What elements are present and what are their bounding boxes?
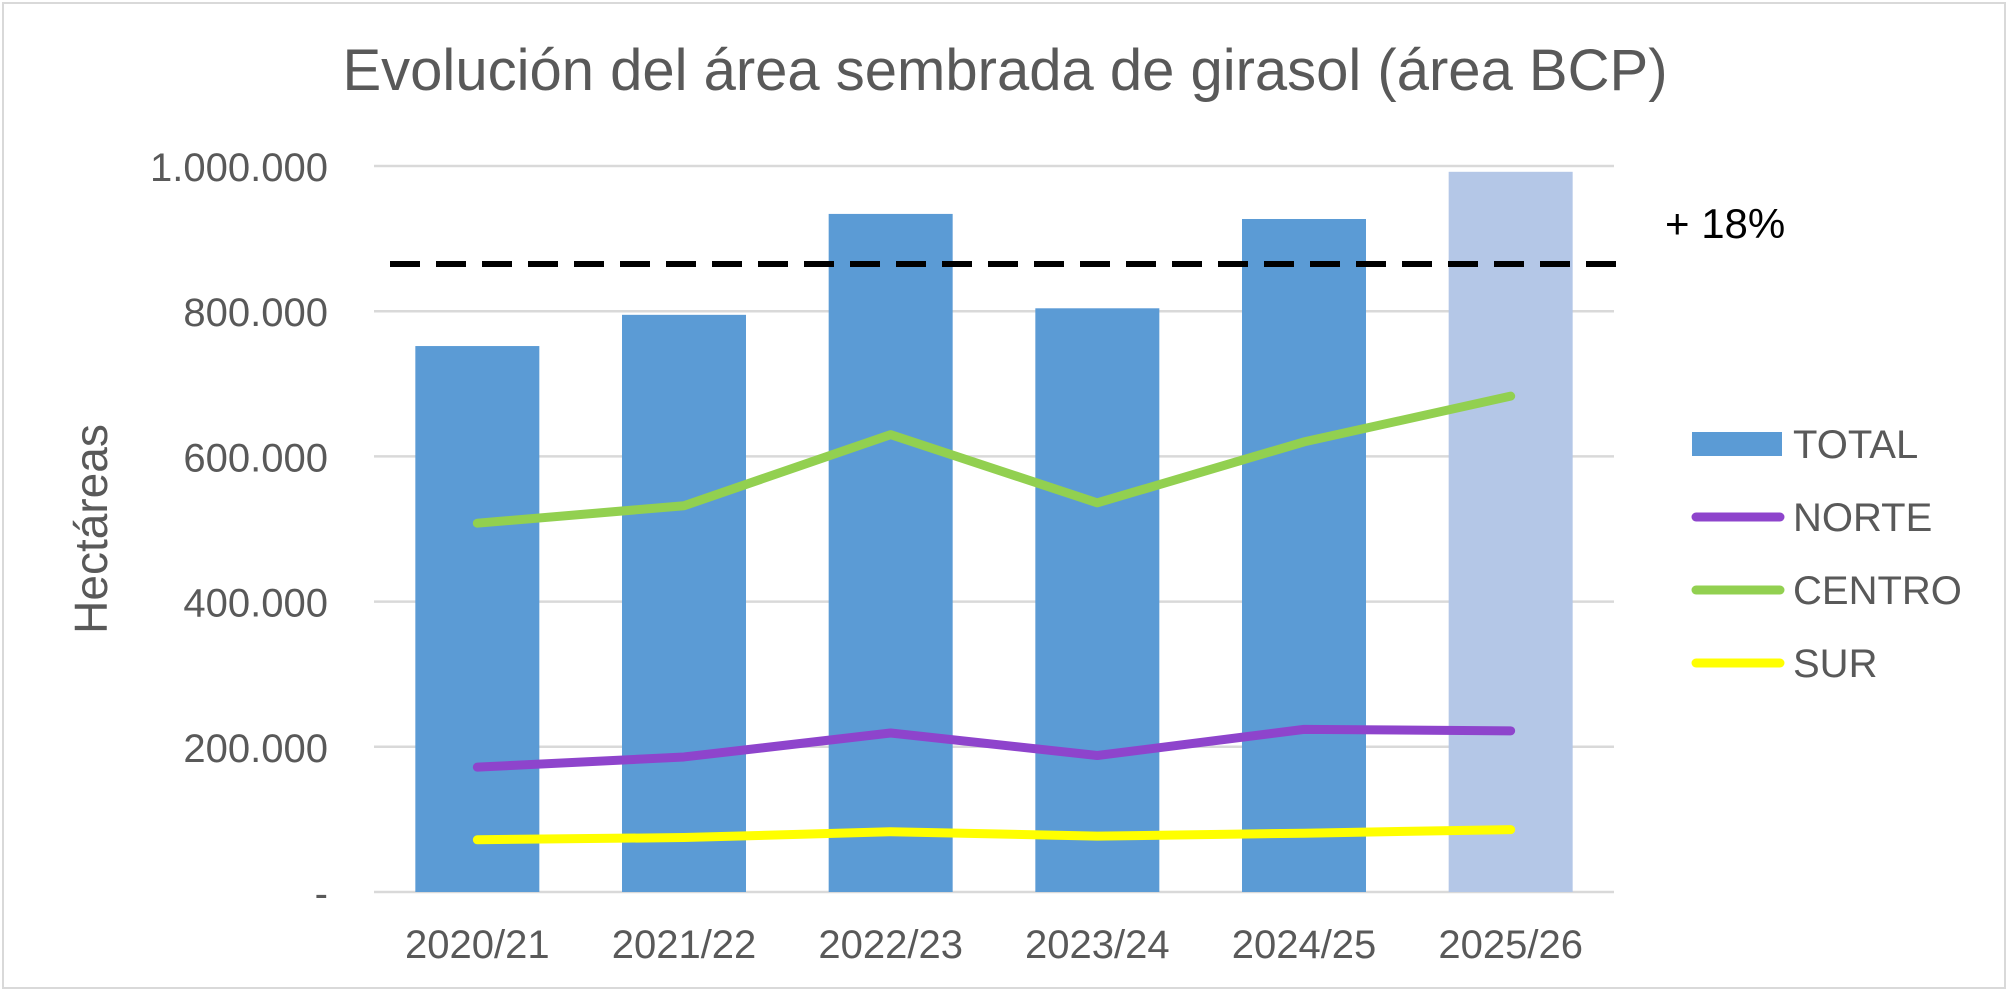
bar-total-2025-26	[1448, 171, 1573, 893]
y-tick-label: 800.000	[183, 291, 328, 335]
bars-total	[415, 171, 1573, 893]
x-tick-label: 2020/21	[405, 923, 550, 967]
legend-label-total: TOTAL	[1793, 423, 1918, 467]
line-sur	[472, 825, 1516, 845]
legend-label-sur: SUR	[1793, 642, 1877, 686]
x-tick-labels: 2020/21 2021/22 2022/23 2023/24 2024/25 2025/…	[405, 923, 1583, 967]
y-tick-labels: - 200.000 400.000 600.000 800.000 1.000.000	[150, 146, 328, 916]
sunflower-area-chart: Evolución del área sembrada de girasol (…	[65, 38, 1962, 967]
legend-label-centro: CENTRO	[1793, 569, 1962, 613]
chart-title: Evolución del área sembrada de girasol (…	[342, 38, 1667, 103]
y-tick-label: -	[315, 872, 328, 916]
bar-total-2023-24	[1035, 308, 1160, 892]
legend-swatch-total	[1692, 432, 1782, 456]
line-centro	[472, 391, 1516, 528]
x-tick-label: 2021/22	[612, 923, 757, 967]
annotation-percent: + 18%	[1665, 200, 1785, 247]
bar-total-2022-23	[828, 213, 953, 892]
x-tick-label: 2022/23	[818, 923, 963, 967]
legend: TOTAL NORTE CENTRO SUR	[1691, 423, 1962, 686]
legend-label-norte: NORTE	[1793, 496, 1932, 540]
bar-total-2020-21	[415, 346, 540, 893]
gridlines	[374, 164, 1614, 894]
bar-total-2021-22	[622, 314, 746, 893]
y-tick-label: 400.000	[183, 582, 328, 626]
y-tick-label: 200.000	[183, 727, 328, 771]
x-tick-label: 2025/26	[1438, 923, 1583, 967]
bar-total-2024-25	[1242, 218, 1366, 893]
line-norte	[472, 724, 1516, 772]
x-tick-label: 2024/25	[1232, 923, 1377, 967]
x-tick-label: 2023/24	[1025, 923, 1170, 967]
series-lines	[472, 391, 1516, 845]
y-axis-label: Hectáreas	[65, 424, 117, 634]
y-tick-label: 600.000	[183, 436, 328, 480]
y-tick-label: 1.000.000	[150, 146, 328, 190]
